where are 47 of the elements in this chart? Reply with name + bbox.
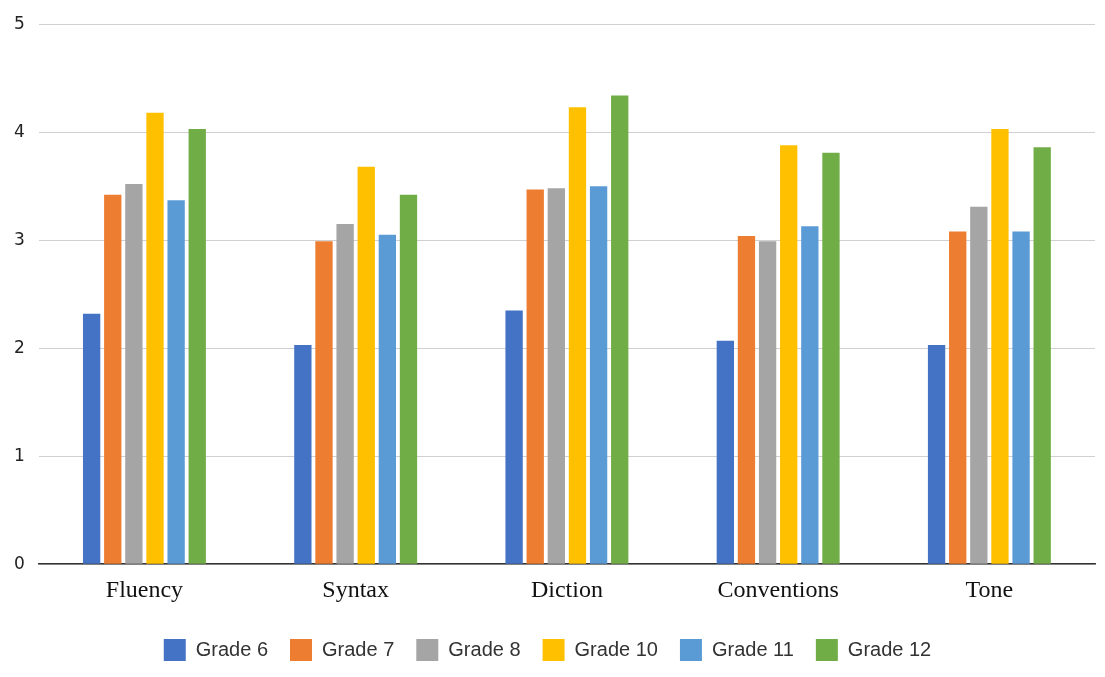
bar — [611, 95, 629, 564]
bar — [505, 310, 523, 564]
legend-label: Grade 8 — [448, 637, 521, 660]
bar — [801, 226, 819, 564]
legend-label: Grade 10 — [574, 637, 658, 660]
bar — [716, 340, 734, 564]
bar — [399, 194, 418, 564]
bar — [589, 186, 608, 564]
bar — [167, 200, 185, 564]
legend-label: Grade 11 — [711, 637, 794, 660]
bar — [758, 241, 777, 564]
bar — [378, 234, 397, 564]
y-tick-label: 0 — [13, 552, 25, 573]
legend-label: Grade 12 — [847, 637, 932, 660]
x-tick-label: Tone — [965, 575, 1014, 602]
bar — [357, 166, 375, 564]
y-tick-label: 1 — [13, 444, 25, 465]
y-tick-label: 3 — [13, 228, 25, 249]
x-tick-label: Syntax — [322, 575, 390, 602]
bar — [104, 194, 122, 564]
bar — [1033, 147, 1051, 564]
bar — [188, 128, 206, 564]
bar — [294, 344, 312, 564]
bar — [547, 188, 566, 564]
legend-label: Grade 6 — [195, 637, 269, 660]
bar — [336, 224, 354, 564]
bar — [146, 112, 164, 564]
bar — [315, 241, 333, 564]
y-tick-label: 4 — [13, 120, 25, 141]
bar — [927, 344, 946, 564]
bar — [125, 184, 143, 564]
legend-label: Grade 7 — [322, 637, 395, 660]
bar — [526, 189, 544, 564]
bar — [737, 235, 756, 564]
bar — [780, 145, 798, 564]
y-tick-label: 2 — [13, 336, 25, 357]
x-tick-label: Fluency — [105, 575, 184, 602]
bar — [949, 231, 967, 564]
bar — [82, 313, 101, 564]
bar — [970, 206, 988, 564]
x-tick-label: Conventions — [717, 575, 839, 602]
bar — [822, 152, 840, 564]
x-tick-label: Diction — [530, 575, 603, 602]
bar — [568, 107, 587, 564]
bar — [991, 128, 1009, 564]
bar — [1012, 231, 1030, 564]
y-tick-label: 5 — [13, 12, 25, 33]
